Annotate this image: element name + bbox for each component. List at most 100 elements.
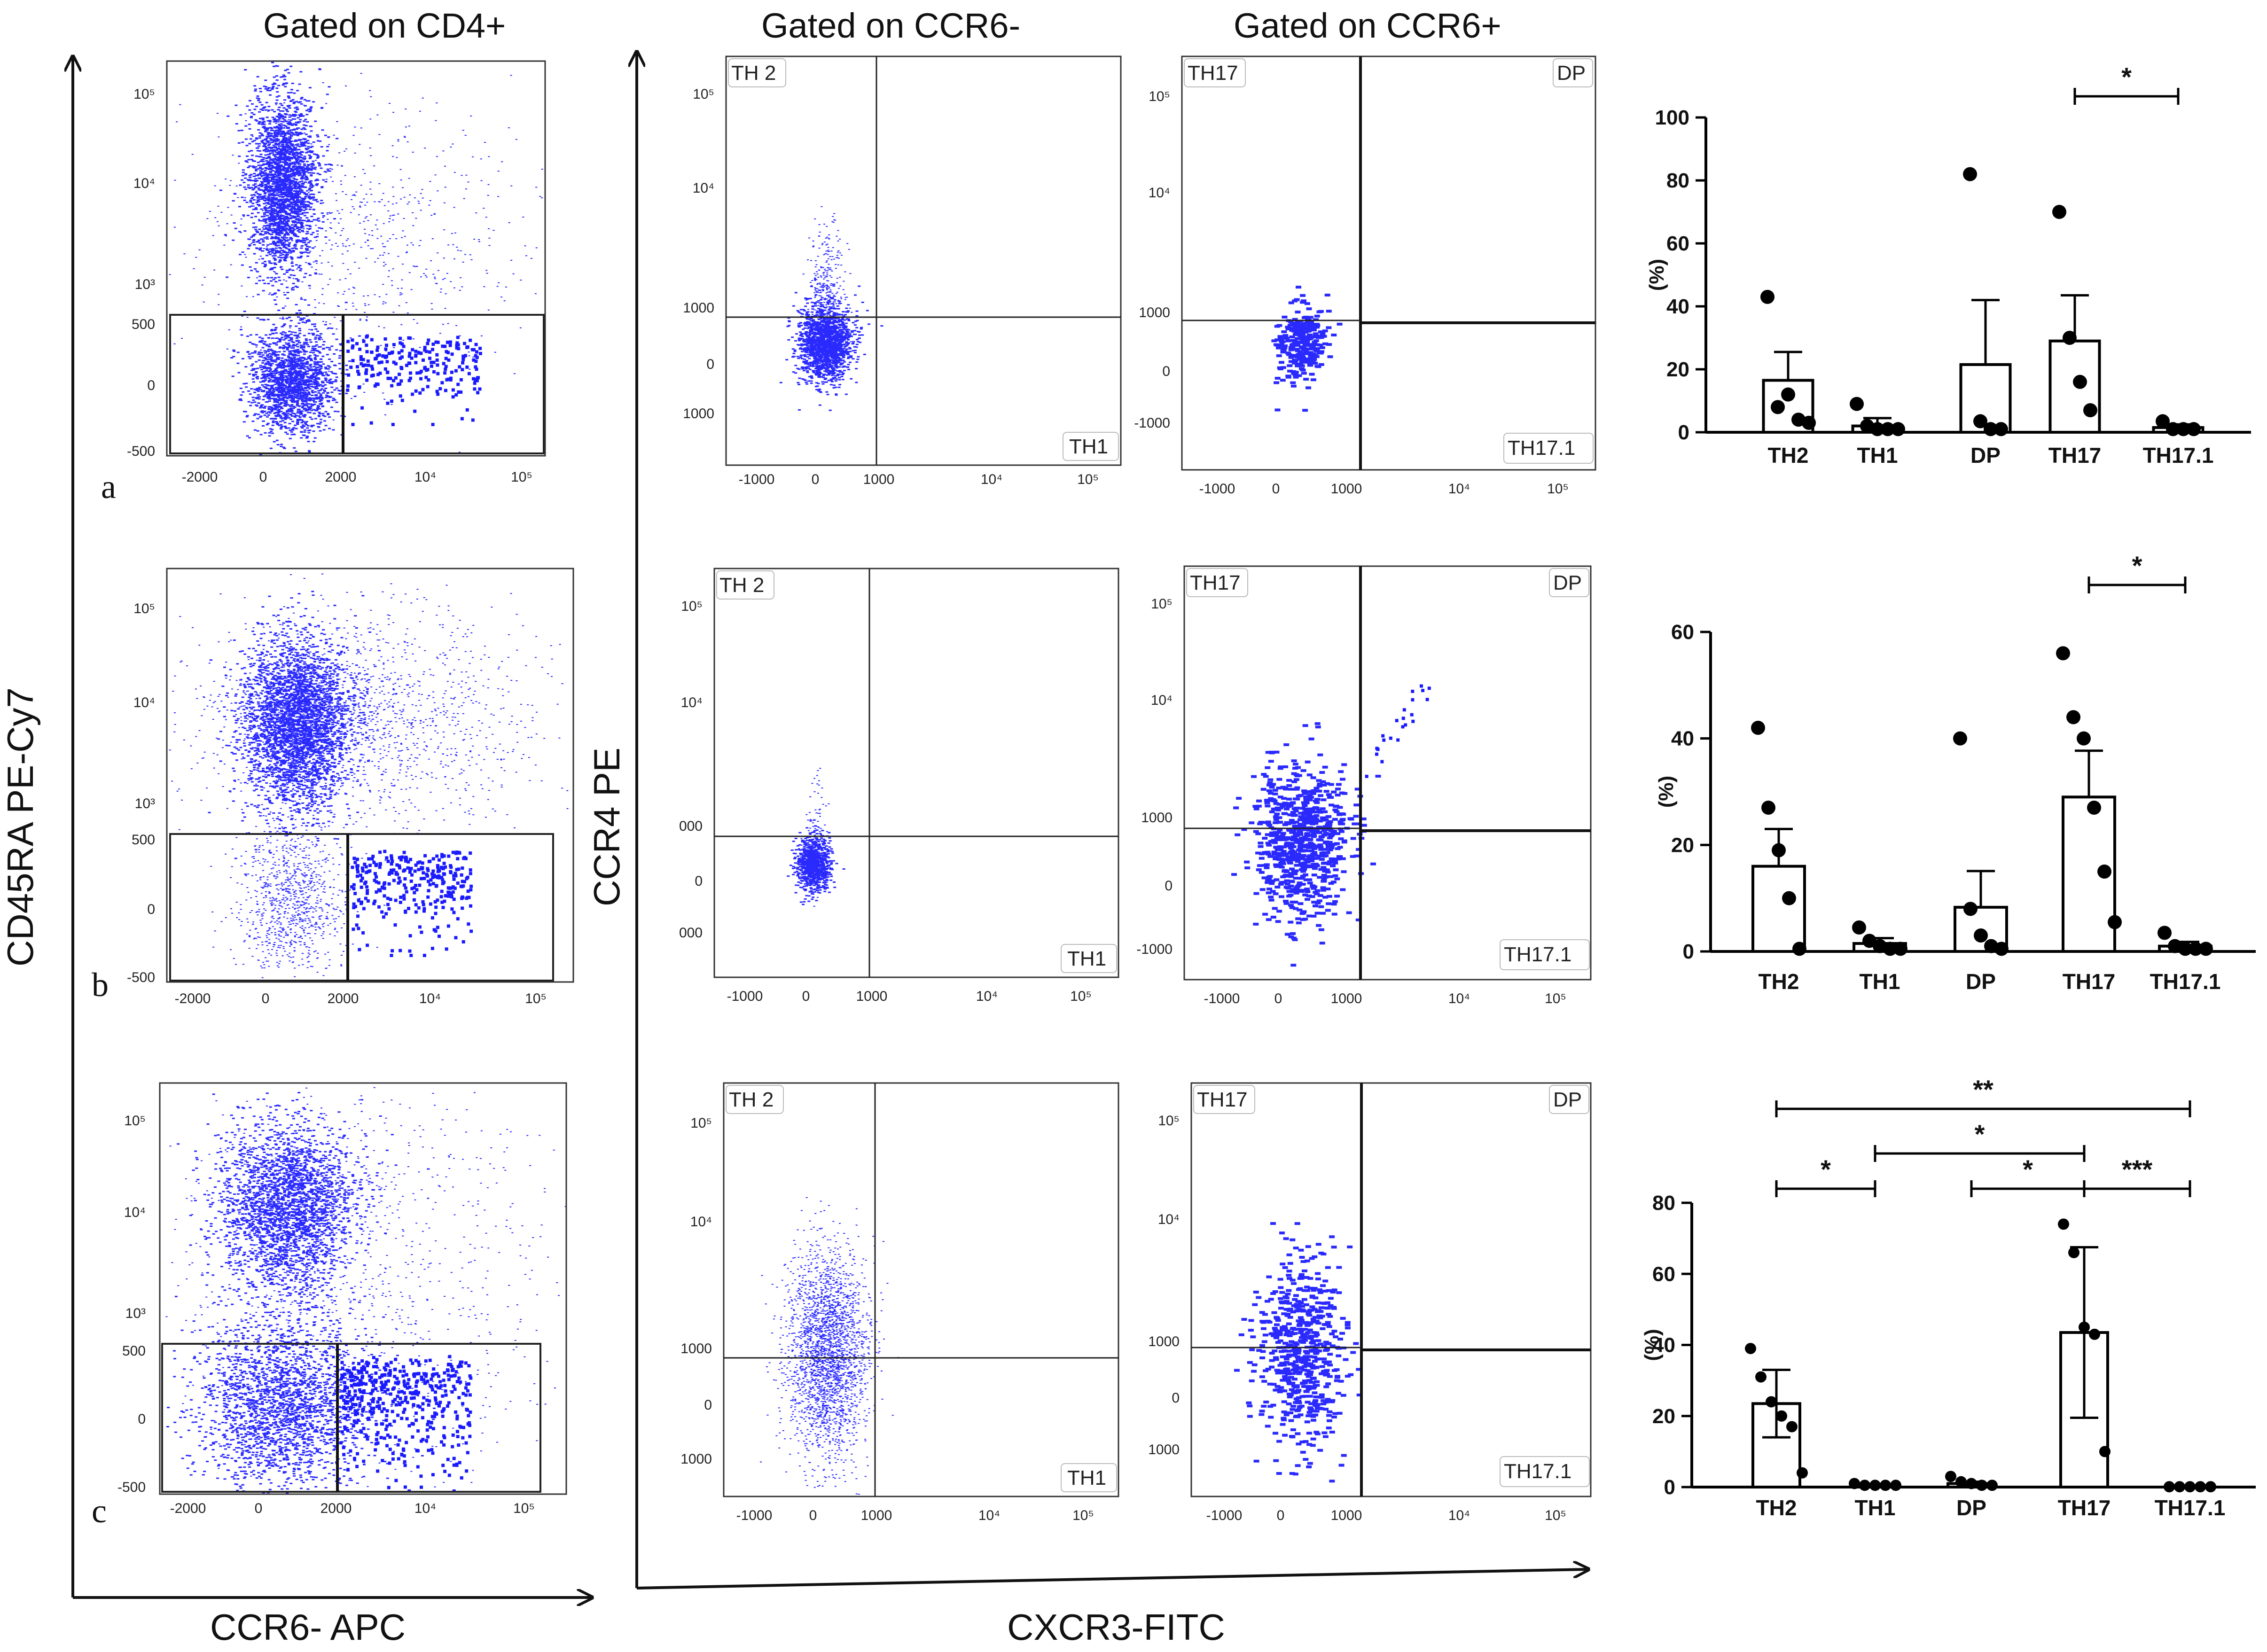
event-dot [357, 1362, 361, 1365]
event-dot [361, 869, 365, 873]
event-dot [360, 1359, 364, 1363]
event-dot [388, 1461, 391, 1465]
event-dot [390, 868, 393, 872]
event-dot [389, 1361, 393, 1364]
event-dot [438, 1380, 442, 1384]
event-dot [399, 896, 403, 899]
event-dot [455, 341, 459, 345]
event-dot [399, 379, 403, 383]
quadrant-th17: TH17 [1188, 62, 1238, 85]
event-dot [450, 907, 454, 911]
event-dot [407, 379, 411, 382]
event-dot [354, 1403, 358, 1407]
event-dot [437, 874, 441, 878]
event-dot [365, 1371, 369, 1374]
event-dot [444, 894, 447, 897]
ccr6pos-dotplot-a [1271, 286, 1343, 412]
event-dot [397, 351, 401, 355]
event-dot [431, 348, 434, 351]
cd4-a-xtick: 10⁵ [511, 469, 532, 485]
event-dot [389, 1392, 392, 1396]
event-dot [374, 1442, 378, 1446]
event-dot [383, 367, 387, 371]
event-dot [469, 851, 472, 855]
event-dot [388, 1435, 392, 1439]
event-dot [1396, 738, 1400, 742]
event-dot [1427, 686, 1431, 690]
event-dot [1401, 725, 1405, 729]
event-dot [468, 1434, 472, 1438]
event-dot [357, 372, 361, 376]
event-dot [402, 1365, 405, 1369]
neg-c-xtick: -1000 [736, 1508, 773, 1523]
event-dot [442, 1443, 446, 1447]
event-dot [375, 1365, 378, 1369]
pos-b-ytick: 10⁴ [1151, 693, 1173, 708]
data-point [2166, 422, 2180, 436]
event-dot [431, 423, 435, 426]
data-point [2174, 1481, 2185, 1493]
neg-b-ytick: 10⁵ [681, 599, 703, 614]
event-dot [374, 1387, 378, 1391]
event-dot [377, 1404, 381, 1408]
event-dot [454, 1370, 458, 1374]
event-dot [350, 1384, 353, 1387]
event-dot [387, 1379, 390, 1383]
event-dot [340, 1361, 344, 1364]
event-dot [361, 1407, 365, 1411]
event-dot [370, 365, 374, 368]
event-dot [381, 1383, 384, 1387]
event-dot [364, 881, 367, 884]
bar-chart-a: 0 20 40 60 80 100 (%) TH2 TH1 DP TH17 TH17.1 * [1645, 62, 2251, 468]
event-dot [454, 874, 458, 878]
event-dot [436, 372, 440, 375]
event-dot [388, 1423, 392, 1426]
event-dot [434, 875, 438, 878]
event-dot [391, 1400, 395, 1404]
event-dot [352, 1382, 356, 1386]
event-dot [367, 857, 371, 861]
quadrant-th2: TH 2 [719, 574, 764, 597]
event-dot [417, 351, 421, 355]
pos-a-ytick: 1000 [1139, 305, 1170, 320]
event-dot [358, 385, 361, 389]
event-dot [369, 421, 373, 425]
quadrant-label-box [1549, 568, 1589, 597]
event-dot [377, 888, 381, 892]
event-dot [452, 874, 456, 878]
event-dot [472, 358, 476, 362]
event-dot [406, 1386, 409, 1390]
event-dot [446, 1404, 449, 1408]
event-dot [446, 1368, 449, 1372]
event-dot [353, 892, 357, 896]
category-label: DP [1956, 1496, 1986, 1520]
event-dot [370, 1380, 374, 1384]
cd4-gate-c [161, 1343, 541, 1493]
event-dot [452, 877, 456, 881]
event-dot [383, 1386, 386, 1389]
event-dot [416, 1465, 420, 1469]
event-dot [351, 344, 355, 348]
pos-c-ytick: 1000 [1148, 1442, 1180, 1457]
event-dot [370, 338, 374, 342]
event-dot [406, 1401, 409, 1404]
event-dot [385, 360, 389, 364]
event-dot [442, 1434, 446, 1438]
ccr6neg-dotplot-a [779, 206, 883, 411]
event-dot [413, 869, 417, 873]
event-dot [422, 358, 425, 362]
event-dot [438, 387, 442, 390]
event-dot [1410, 713, 1414, 717]
cd4-b-ytick: 10⁴ [133, 695, 155, 710]
pos-b-ytick: 0 [1165, 878, 1173, 894]
event-dot [408, 949, 412, 953]
event-dot [412, 1391, 416, 1395]
event-dot [414, 1389, 418, 1393]
event-dot [1375, 752, 1378, 756]
event-dot [352, 857, 356, 860]
event-dot [353, 1393, 357, 1397]
neg-a-xtick: 10⁴ [981, 472, 1002, 487]
event-dot [411, 392, 414, 396]
quadrant-th17-1: TH17.1 [1504, 943, 1571, 966]
